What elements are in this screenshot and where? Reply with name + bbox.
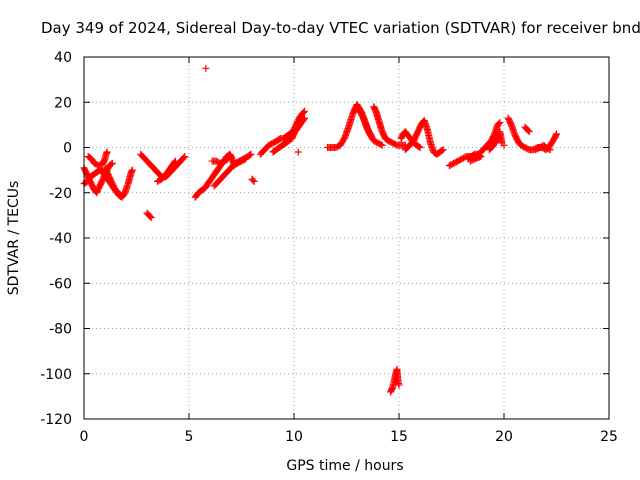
data-point xyxy=(553,130,560,138)
y-tick-label: -40 xyxy=(49,231,72,247)
y-tick-label: -120 xyxy=(40,412,72,428)
data-point xyxy=(103,148,111,156)
series-arc-g xyxy=(143,209,155,222)
x-axis-label: GPS time / hours xyxy=(286,458,403,474)
data-point xyxy=(128,166,136,174)
x-tick-label: 5 xyxy=(185,429,194,445)
data-point xyxy=(301,114,308,122)
data-point xyxy=(545,145,553,153)
y-tick-label: 40 xyxy=(54,50,72,66)
data-point xyxy=(495,120,503,128)
y-tick-label: -60 xyxy=(49,276,72,292)
y-tick-label: 0 xyxy=(63,141,72,157)
data-point xyxy=(246,151,254,159)
data-point xyxy=(147,214,155,222)
series-arc-m xyxy=(248,175,258,185)
data-point xyxy=(247,150,255,158)
data-point xyxy=(546,146,554,154)
data-point xyxy=(108,159,116,167)
y-tick-label: 20 xyxy=(54,95,72,111)
series-arc-p xyxy=(294,148,302,156)
data-point xyxy=(368,132,376,140)
data-point xyxy=(146,213,154,221)
data-point xyxy=(500,141,508,149)
series-arc-v xyxy=(387,365,403,396)
series-arc-n xyxy=(256,107,308,158)
data-point xyxy=(438,147,446,155)
data-series xyxy=(80,64,560,396)
data-point xyxy=(171,157,179,165)
data-point xyxy=(242,155,250,163)
data-point xyxy=(525,128,533,136)
data-point xyxy=(367,131,375,139)
data-point xyxy=(300,115,308,123)
data-point xyxy=(116,190,124,198)
data-point xyxy=(181,153,189,161)
series-arc-z xyxy=(500,141,508,149)
data-point xyxy=(171,158,179,166)
series-arc-r xyxy=(351,105,376,140)
data-point xyxy=(439,146,447,154)
series-arc-c xyxy=(84,148,111,170)
data-point xyxy=(249,176,257,184)
y-tick-label: -100 xyxy=(40,367,72,383)
data-point xyxy=(496,119,504,127)
x-tick-label: 25 xyxy=(600,429,618,445)
series-arc-o xyxy=(269,114,308,156)
data-point xyxy=(117,191,125,199)
y-axis-label: SDTVAR / TECUs xyxy=(6,181,22,296)
data-point xyxy=(301,107,308,115)
data-point xyxy=(395,381,403,389)
data-point xyxy=(250,177,258,185)
data-point xyxy=(415,143,423,151)
x-tick-label: 20 xyxy=(495,429,513,445)
data-point xyxy=(524,127,532,135)
series-arc-x xyxy=(464,150,485,165)
data-point xyxy=(180,154,188,162)
axis-ticks xyxy=(83,56,610,420)
chart-title: Day 349 of 2024, Sidereal Day-to-day VTE… xyxy=(41,19,640,37)
series-arc-f xyxy=(154,157,179,185)
data-point xyxy=(416,144,424,151)
grid-lines xyxy=(84,57,609,419)
series-arc-ab xyxy=(521,123,533,136)
data-point xyxy=(107,160,115,168)
data-point xyxy=(466,157,474,165)
series-arc-h xyxy=(202,64,210,72)
y-tick-label: -80 xyxy=(49,322,72,338)
series-arc-l xyxy=(229,155,250,170)
series-arc-d xyxy=(101,164,125,199)
series-arc-s xyxy=(370,103,409,149)
y-tick-label: -20 xyxy=(49,186,72,202)
data-point xyxy=(378,141,386,149)
data-point xyxy=(377,140,385,148)
series-arc-u xyxy=(401,116,447,158)
plot-frame xyxy=(83,56,610,420)
data-point xyxy=(223,156,231,164)
x-tick-label: 15 xyxy=(390,429,408,445)
data-point xyxy=(224,155,232,163)
series-arc-j xyxy=(208,155,232,167)
data-point xyxy=(468,156,476,164)
data-point xyxy=(294,148,302,156)
data-point xyxy=(299,108,307,116)
series-arc-y xyxy=(485,128,506,154)
x-tick-label: 10 xyxy=(285,429,303,445)
data-point xyxy=(240,156,248,164)
series-arc-ac xyxy=(532,141,554,154)
x-tick-label: 0 xyxy=(80,429,89,445)
data-point xyxy=(202,64,210,72)
